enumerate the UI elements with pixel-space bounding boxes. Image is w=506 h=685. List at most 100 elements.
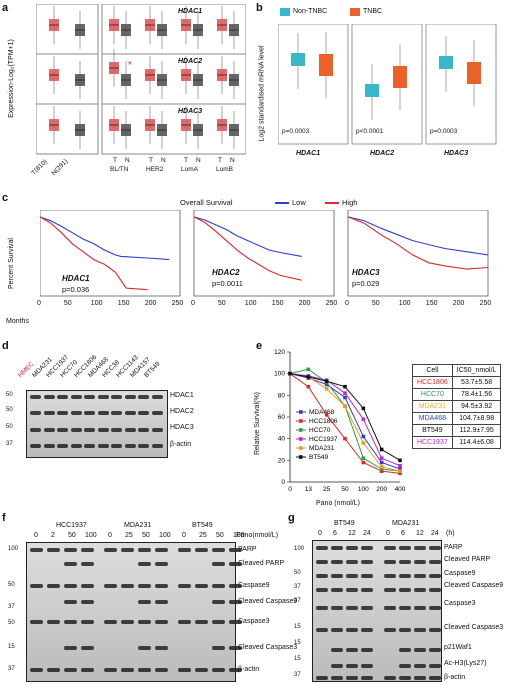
- blot-band: [43, 444, 55, 448]
- dose-label: 100: [85, 532, 97, 539]
- legend-label: BT549: [309, 454, 329, 461]
- km-xtick: 250: [479, 300, 492, 307]
- blot-band: [429, 664, 441, 668]
- time-label: 0: [386, 530, 390, 537]
- blot-band: [121, 548, 134, 552]
- blot-band: [346, 628, 358, 632]
- blot-band: [30, 620, 43, 624]
- blot-band: [429, 676, 441, 680]
- blot-band: [178, 548, 191, 552]
- blot-band: [81, 620, 94, 624]
- blot-band: [104, 620, 117, 624]
- panel-b-gene-1: HDAC1: [296, 150, 321, 157]
- blot-band: [138, 548, 151, 552]
- ic50-header-value: IC50_nmol/L: [451, 364, 502, 377]
- legend-label: HCC1806: [309, 418, 338, 425]
- dose-label: 50: [68, 532, 76, 539]
- legend-marker: [299, 455, 303, 459]
- blot-band: [361, 574, 373, 578]
- blot-band: [346, 648, 358, 652]
- ladder-mark: 37: [294, 598, 301, 604]
- time-label: 6: [333, 530, 337, 537]
- x-tick-label: 50: [341, 486, 349, 493]
- panel-b-ylabel: Log2 standardised mRNA level: [258, 45, 266, 142]
- x-tick-label: 0: [288, 486, 292, 493]
- blot-band: [138, 584, 151, 588]
- panel-a-gene-2: HDAC2: [178, 58, 203, 65]
- panel-c-title: Overall Survival: [180, 198, 233, 207]
- x-tick-label: 25: [323, 486, 331, 493]
- blot-band: [64, 584, 77, 588]
- blot-band: [361, 648, 373, 652]
- blot-band: [47, 548, 60, 552]
- blot-band: [111, 411, 122, 415]
- km-xtick: 0: [191, 300, 195, 307]
- blot-band: [212, 646, 225, 650]
- blot-band: [111, 395, 122, 399]
- panel-d-label-3: HDAC3: [170, 424, 194, 431]
- blot-band: [414, 574, 426, 578]
- blot-band: [97, 444, 109, 448]
- ic50-value: 112.9±7.95: [451, 424, 502, 437]
- blot-band: [229, 646, 242, 650]
- km-xtick: 100: [398, 300, 411, 307]
- time-label: 12: [348, 530, 356, 537]
- boxplot-box-tnbc: [467, 62, 481, 84]
- blot-band: [30, 428, 41, 432]
- y-tick-label: 20: [278, 457, 286, 464]
- blot-band: [195, 668, 208, 672]
- blot-band: [331, 664, 343, 668]
- x-tick-label: 400: [395, 486, 406, 493]
- ladder-mark: 15: [8, 644, 15, 650]
- ic50-cell: HCC70: [412, 388, 453, 401]
- panel-b-pvalue-3: p=0.0003: [430, 128, 458, 135]
- panel-d-ladder-2: 50: [6, 407, 13, 413]
- time-label: 12: [416, 530, 424, 537]
- blot-band: [155, 600, 168, 604]
- blot-band: [138, 668, 151, 672]
- blot-band: [361, 560, 373, 564]
- legend-label: HCC1937: [309, 436, 338, 443]
- blot-band: [138, 395, 149, 399]
- panel-f-cell-3: BT549: [192, 522, 213, 529]
- blot-band: [81, 562, 94, 566]
- blot-band: [57, 395, 68, 399]
- km-xtick: 150: [271, 300, 284, 307]
- ladder-mark: 37: [294, 672, 301, 678]
- blot-band: [414, 588, 426, 592]
- km-xtick: 200: [298, 300, 311, 307]
- blot-band: [346, 588, 358, 592]
- blot-band: [414, 546, 426, 550]
- time-label: 24: [431, 530, 439, 537]
- blot-band: [384, 588, 396, 592]
- blot-band: [346, 560, 358, 564]
- legend-label: MDA231: [309, 445, 335, 452]
- km-xtick: 100: [244, 300, 257, 307]
- blot-band: [316, 560, 328, 564]
- blot-label: Ac-H3(Lys27): [444, 660, 487, 667]
- y-tick-label: 0: [281, 479, 285, 486]
- panel-label-g: g: [288, 512, 295, 524]
- panel-a-tn-1: T: [113, 157, 117, 164]
- blot-band: [346, 546, 358, 550]
- blot-band: [399, 606, 411, 610]
- ladder-mark: 15: [294, 640, 301, 646]
- boxplot-box-non-tnbc: [365, 84, 379, 97]
- km-frame: [193, 210, 335, 297]
- legend-low: Low: [292, 198, 306, 207]
- blot-band: [414, 628, 426, 632]
- blot-label: p21Waf1: [444, 644, 472, 651]
- blot-band: [316, 676, 328, 680]
- data-point: [379, 460, 384, 465]
- data-point: [361, 456, 366, 460]
- blot-band: [138, 562, 151, 566]
- panel-a-group-2: HER2: [146, 166, 164, 173]
- blot-band: [84, 411, 95, 415]
- blot-label: Caspase9: [238, 582, 270, 589]
- data-point: [398, 463, 402, 468]
- blot-band: [331, 648, 343, 652]
- boxplot-box-non-tnbc: [439, 56, 453, 69]
- blot-band: [346, 664, 358, 668]
- blot-band: [64, 668, 77, 672]
- blot-band: [212, 668, 225, 672]
